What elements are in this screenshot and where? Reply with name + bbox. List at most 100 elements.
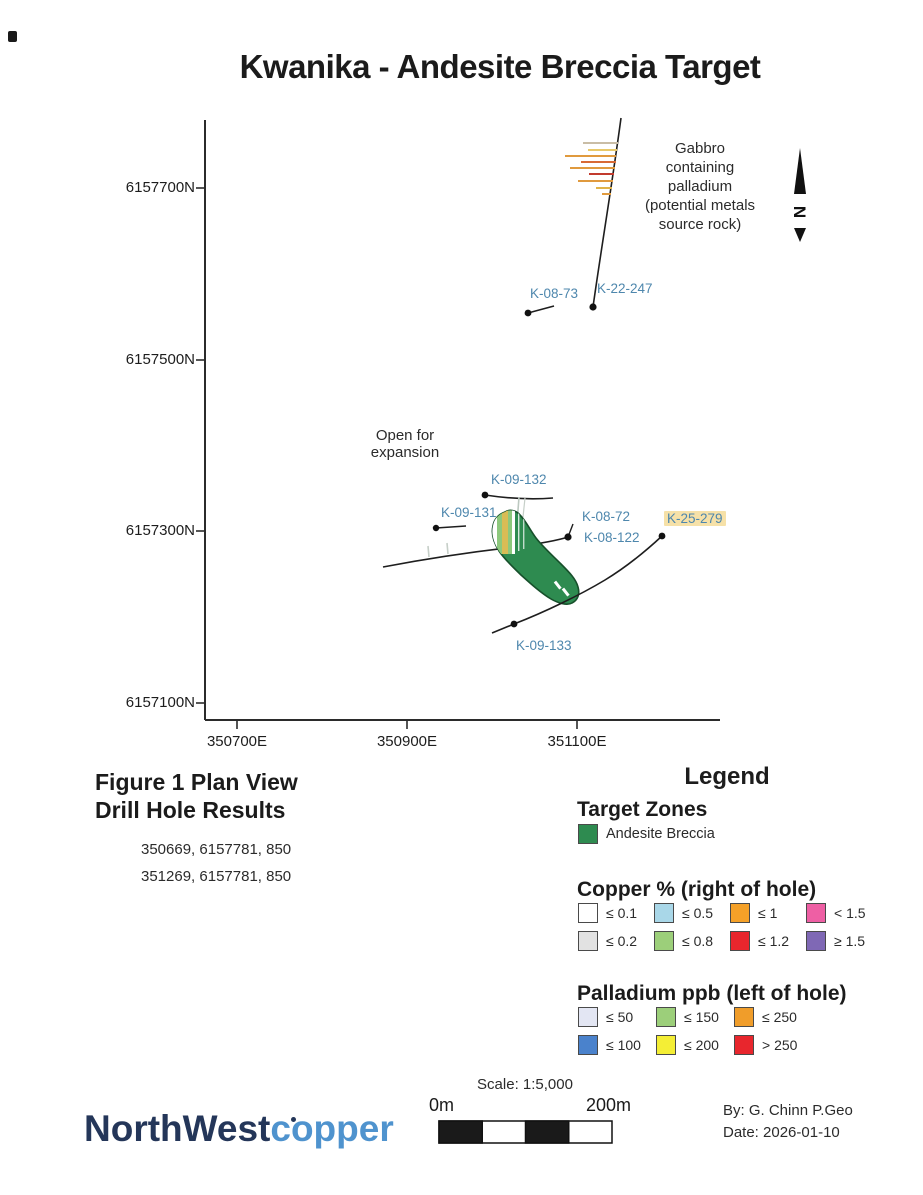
copper-legend-label: ≤ 0.5 <box>682 905 714 921</box>
palladium-legend-label: ≤ 100 <box>606 1037 641 1053</box>
palladium-legend-swatch <box>578 1007 598 1027</box>
drill-hole-label-k-22-247: K-22-247 <box>597 281 653 296</box>
target-zone-label: Andesite Breccia <box>606 826 715 842</box>
palladium-legend-swatch <box>734 1035 754 1055</box>
faint-interval-tick <box>446 542 449 555</box>
palladium-interval-bars <box>565 142 618 195</box>
legend-title: Legend <box>684 763 770 790</box>
copper-legend-swatch <box>730 903 750 923</box>
palladium-legend-swatch <box>656 1007 676 1027</box>
copper-legend-item: ≤ 0.8 <box>654 931 730 951</box>
copper-legend-item: ≤ 0.5 <box>654 903 730 923</box>
copper-legend-label: ≤ 1.2 <box>758 933 790 949</box>
palladium-legend-item: ≤ 150 <box>656 1007 734 1027</box>
copper-legend-rows: ≤ 0.1 ≤ 0.5 ≤ 1 < 1.5 ≤ 0.2 ≤ 0.8 ≤ 1.2 ≥ 1.5 <box>578 903 882 959</box>
gabbro-line: Gabbro <box>674 140 726 157</box>
x-axis-ticks <box>236 720 578 729</box>
trace-k-09-132 <box>484 494 554 500</box>
credits: By: G. Chinn P.Geo Date: 2026-01-10 <box>723 1100 853 1144</box>
palladium-legend-item: ≤ 250 <box>734 1007 812 1027</box>
gabbro-line: source rock) <box>658 216 742 233</box>
trace-k-08-73 <box>527 305 555 314</box>
y-axis-label: 6157500N <box>125 351 195 368</box>
scale-bar-min-label: 0m <box>429 1095 455 1115</box>
figure-caption: Figure 1 Plan View Drill Hole Results <box>95 768 355 824</box>
gabbro-line: palladium <box>667 178 733 195</box>
copper-legend-label: ≤ 0.8 <box>682 933 714 949</box>
palladium-legend-swatch <box>656 1035 676 1055</box>
scale-ratio-label: Scale: 1:5,000 <box>477 1076 573 1093</box>
palladium-legend-swatch <box>578 1035 598 1055</box>
copper-legend-label: ≤ 0.2 <box>606 933 638 949</box>
faint-interval-tick <box>427 545 430 558</box>
palladium-legend-label: ≤ 200 <box>684 1037 719 1053</box>
palladium-legend-row: ≤ 50 ≤ 150 ≤ 250 <box>578 1007 812 1027</box>
copper-legend-item: ≤ 0.1 <box>578 903 654 923</box>
trace-k-09-131 <box>435 525 467 529</box>
copper-legend-item: < 1.5 <box>806 903 882 923</box>
trace-k-25-279 <box>491 535 663 634</box>
palladium-legend-label: ≤ 150 <box>684 1009 719 1025</box>
y-axis-label: 6157700N <box>125 179 195 196</box>
target-zones-heading: Target Zones <box>577 798 708 821</box>
x-axis-label: 350700E <box>206 733 268 750</box>
target-zone-swatch <box>578 824 598 844</box>
palladium-legend-heading: Palladium ppb (left of hole) <box>577 982 847 1005</box>
palladium-legend-label: ≤ 50 <box>606 1009 634 1025</box>
copper-legend-label: ≤ 0.1 <box>606 905 638 921</box>
scale-bar <box>438 1120 613 1144</box>
copper-legend-swatch <box>806 903 826 923</box>
copper-legend-row: ≤ 0.2 ≤ 0.8 ≤ 1.2 ≥ 1.5 <box>578 931 882 951</box>
logo-compass-dot-icon <box>291 1117 296 1122</box>
y-axis-label: 6157300N <box>125 522 195 539</box>
copper-legend-swatch <box>578 931 598 951</box>
logo-northwest: NorthWest <box>84 1108 271 1149</box>
north-arrow-letter: N <box>790 206 809 218</box>
copper-legend-item: ≤ 1.2 <box>730 931 806 951</box>
palladium-legend-label: ≤ 250 <box>762 1009 797 1025</box>
open-line: expansion <box>370 444 440 461</box>
credit-date: Date: 2026-01-10 <box>723 1124 840 1141</box>
open-line: Open for <box>375 427 435 444</box>
copper-legend-swatch <box>730 931 750 951</box>
palladium-legend-label: > 250 <box>762 1037 798 1053</box>
legend-item-andesite-breccia: Andesite Breccia <box>578 824 715 844</box>
drill-hole-label-k-09-133: K-09-133 <box>516 638 572 653</box>
copper-legend-row: ≤ 0.1 ≤ 0.5 ≤ 1 < 1.5 <box>578 903 882 923</box>
x-axis-label: 351100E <box>547 733 607 750</box>
copper-legend-swatch <box>578 903 598 923</box>
y-axis-ticks <box>196 187 205 704</box>
drill-hole-label-k-25-279: K-25-279 <box>664 511 726 526</box>
palladium-legend-item: ≤ 200 <box>656 1035 734 1055</box>
copper-legend-swatch <box>654 931 674 951</box>
palladium-legend-item: ≤ 50 <box>578 1007 656 1027</box>
palladium-legend-row: ≤ 100 ≤ 200 > 250 <box>578 1035 812 1055</box>
caption-line-2: Drill Hole Results <box>95 797 286 823</box>
copper-legend-item: ≤ 1 <box>730 903 806 923</box>
y-axis-label: 6157100N <box>125 694 195 711</box>
faint-downhole-trace <box>522 497 526 518</box>
scan-artifact <box>8 31 17 42</box>
company-logo: NorthWestcopper <box>84 1108 394 1150</box>
north-arrow: N <box>790 148 809 242</box>
open-for-expansion-annotation: Open for expansion <box>360 427 450 461</box>
gabbro-annotation: Gabbro containing palladium (potential m… <box>638 139 762 234</box>
drill-hole-label-k-09-131: K-09-131 <box>441 505 497 520</box>
copper-legend-item: ≥ 1.5 <box>806 931 882 951</box>
credit-by: By: G. Chinn P.Geo <box>723 1102 853 1119</box>
gabbro-line: (potential metals <box>644 197 756 214</box>
collar-dots <box>432 303 666 628</box>
x-axis-label: 350900E <box>376 733 438 750</box>
logo-copper: copper <box>270 1108 394 1149</box>
palladium-legend-item: > 250 <box>734 1035 812 1055</box>
drill-hole-label-k-08-72: K-08-72 <box>582 509 631 524</box>
caption-line-1: Figure 1 Plan View <box>95 769 298 795</box>
copper-legend-swatch <box>806 931 826 951</box>
corner-coordinate: 350669, 6157781, 850 <box>141 841 292 858</box>
copper-legend-label: ≥ 1.5 <box>834 933 866 949</box>
trace-k-22-247 <box>592 117 622 308</box>
palladium-legend-item: ≤ 100 <box>578 1035 656 1055</box>
copper-legend-item: ≤ 0.2 <box>578 931 654 951</box>
